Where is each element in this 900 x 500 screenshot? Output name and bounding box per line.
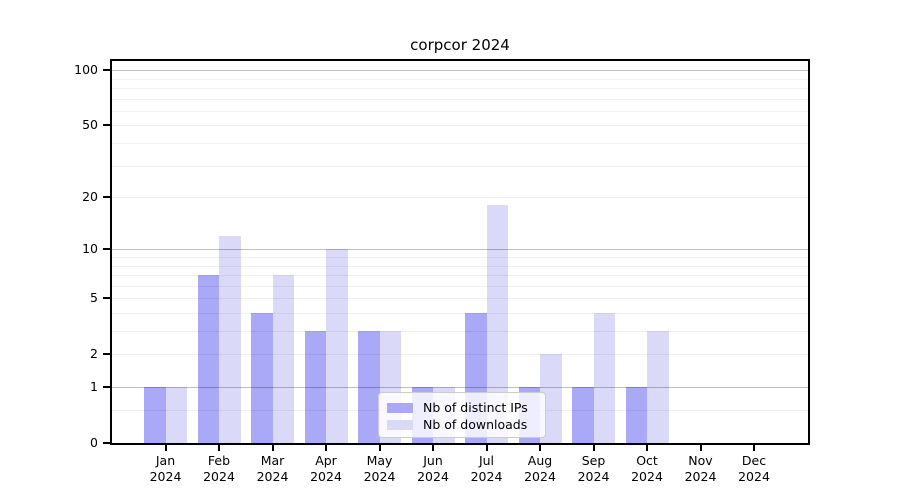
gridline-minor	[112, 265, 808, 267]
bar-downloads-sep	[593, 313, 615, 443]
x-tick-label-may: May 2024	[363, 453, 396, 484]
y-tick	[103, 196, 110, 198]
x-tick-label-apr: Apr 2024	[310, 453, 342, 484]
bar-distinct-ips-feb	[197, 275, 219, 443]
y-tick-label: 100	[74, 62, 98, 78]
gridline-major	[112, 249, 808, 251]
gridline-minor	[112, 354, 808, 356]
legend-swatch-distinct-ips	[387, 402, 413, 413]
x-tick	[646, 445, 648, 451]
plot-border	[110, 59, 810, 445]
x-tick	[699, 445, 702, 451]
gridline-minor	[112, 78, 808, 80]
x-tick	[539, 445, 541, 451]
y-tick	[103, 124, 110, 127]
gridline-minor	[112, 285, 808, 287]
bar-distinct-ips-sep	[572, 387, 594, 443]
y-tick	[103, 69, 110, 72]
bar-distinct-ips-mar	[251, 313, 273, 443]
plot-area	[112, 61, 808, 443]
y-tick-label: 10	[82, 241, 98, 257]
x-tick	[218, 445, 220, 451]
legend: Nb of distinct IPs Nb of downloads	[378, 392, 546, 438]
y-tick	[103, 297, 110, 300]
gridline-minor	[112, 331, 808, 332]
legend-label-distinct-ips: Nb of distinct IPs	[423, 400, 528, 415]
legend-row-downloads: Nb of downloads	[387, 416, 537, 433]
gridline-minor	[112, 125, 808, 127]
bar-downloads-jan	[165, 387, 187, 443]
y-tick-label: 0	[90, 435, 98, 450]
x-tick	[271, 445, 274, 451]
y-tick	[103, 353, 110, 356]
y-tick-label: 50	[82, 117, 98, 133]
bar-downloads-jul	[486, 205, 508, 443]
y-tick	[103, 248, 110, 251]
gridline-minor	[112, 98, 808, 100]
x-tick-label-mar: Mar 2024	[256, 453, 289, 484]
bar-downloads-oct	[647, 331, 669, 443]
x-tick-label-feb: Feb 2024	[203, 453, 235, 484]
x-tick-label-aug: Aug 2024	[524, 453, 556, 484]
x-tick	[164, 445, 167, 451]
legend-row-distinct-ips: Nb of distinct IPs	[387, 399, 537, 416]
x-tick-label-jul: Jul 2024	[470, 453, 503, 484]
y-tick	[103, 386, 110, 388]
bar-distinct-ips-jan	[144, 387, 166, 443]
y-tick-label: 20	[82, 189, 98, 204]
x-tick-label-jan: Jan 2024	[149, 453, 182, 484]
x-tick	[592, 445, 595, 451]
gridline-major	[112, 387, 808, 388]
gridline-minor	[112, 165, 808, 167]
bar-downloads-apr	[326, 249, 348, 443]
x-tick	[753, 445, 755, 451]
y-tick-label: 5	[90, 290, 98, 306]
bar-downloads-feb	[219, 235, 241, 443]
gridline-minor	[112, 298, 808, 300]
gridline-minor	[112, 275, 808, 276]
x-tick-label-jun: Jun 2024	[417, 453, 449, 484]
x-tick-label-oct: Oct 2024	[631, 453, 663, 484]
y-tick-label: 1	[90, 379, 98, 394]
gridline-minor	[112, 197, 808, 198]
x-tick	[378, 445, 381, 451]
gridline-minor	[112, 257, 808, 258]
gridline-minor	[112, 142, 808, 144]
legend-label-downloads: Nb of downloads	[423, 417, 528, 432]
x-tick	[485, 445, 488, 451]
bar-distinct-ips-may	[358, 331, 380, 443]
y-tick-label: 2	[90, 346, 98, 362]
x-tick-label-sep: Sep 2024	[577, 453, 610, 484]
bar-distinct-ips-apr	[304, 331, 326, 443]
gridline-minor	[112, 313, 808, 314]
gridline-minor	[112, 110, 808, 112]
bar-distinct-ips-oct	[625, 387, 647, 443]
legend-swatch-downloads	[387, 419, 413, 430]
x-tick-label-dec: Dec 2024	[738, 453, 770, 484]
bar-downloads-mar	[272, 275, 294, 443]
chart-title: corpcor 2024	[410, 36, 510, 54]
gridline-minor	[112, 87, 808, 89]
x-tick	[325, 445, 327, 451]
x-tick	[432, 445, 434, 451]
y-tick	[103, 442, 110, 444]
gridline-major	[112, 70, 808, 72]
x-tick-label-nov: Nov 2024	[684, 453, 717, 484]
